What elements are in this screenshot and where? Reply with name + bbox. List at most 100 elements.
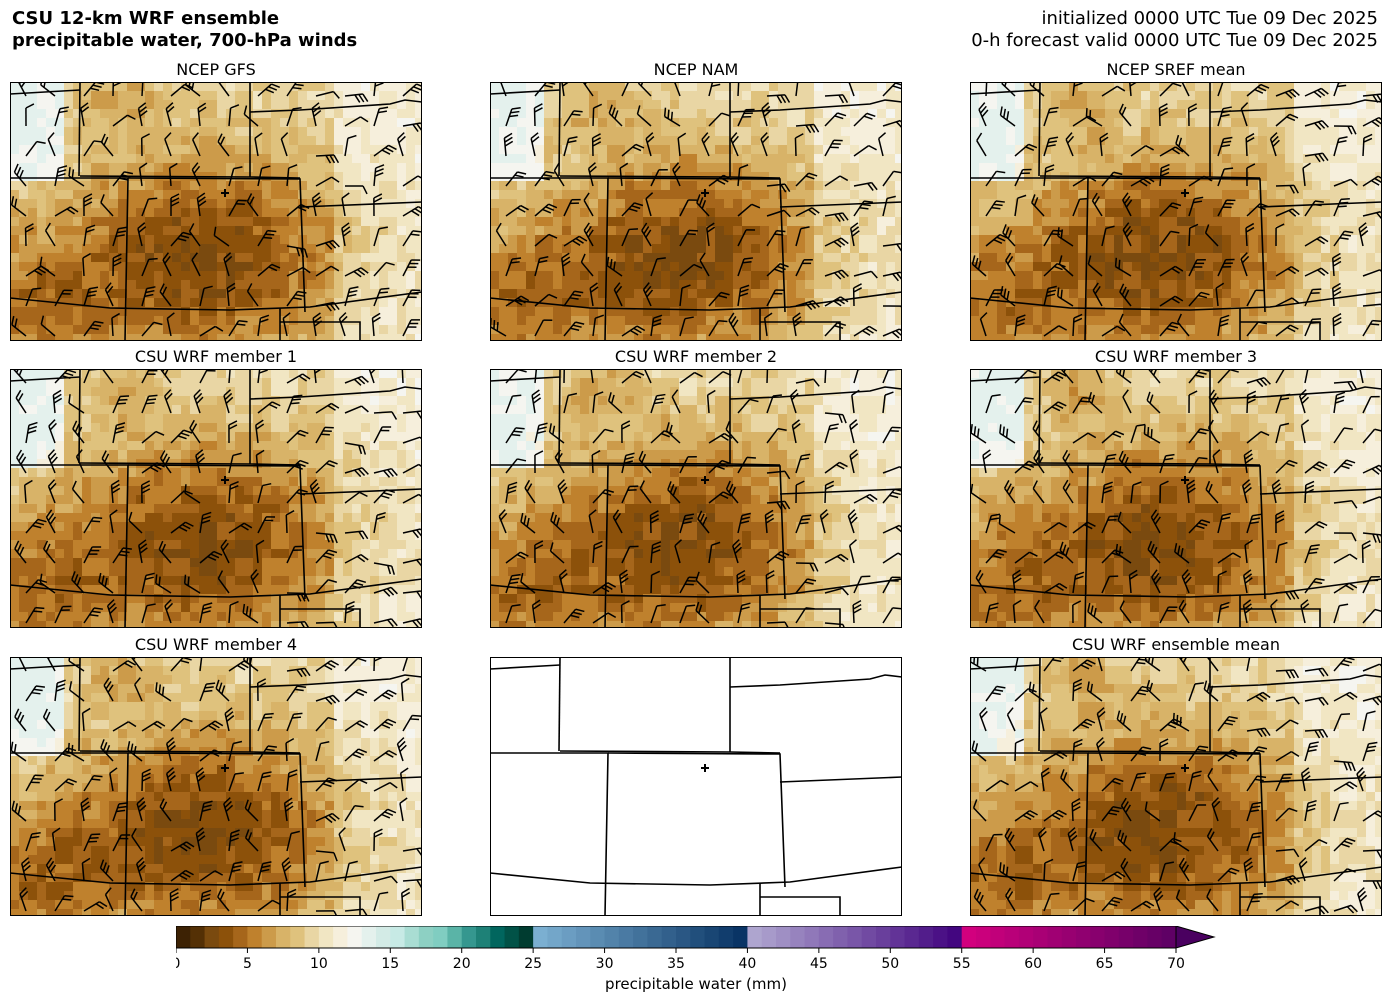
wind-barb [165,767,176,792]
wind-barb [48,419,57,444]
wind-barb [109,509,118,534]
wind-barb [737,284,750,307]
wind-barb [191,132,201,157]
wind-barb [1246,727,1271,738]
wind-barb [621,202,644,217]
wind-barb [344,467,369,478]
wind-barb [80,102,90,127]
wind-barb [979,312,988,337]
wind-barb [824,622,847,628]
wind-barb [373,411,398,420]
wind-barb [1269,132,1280,157]
wind-barb [402,259,421,277]
wind-barb [824,322,847,337]
panel-title: CSU WRF member 1 [134,347,298,366]
wind-barb [1246,390,1257,414]
wind-barb [763,312,773,337]
wind-barb [373,618,398,628]
map-gfs [10,82,422,341]
wind-barb [373,261,395,277]
wind-barb [1333,532,1357,542]
wind-barb [1144,801,1161,822]
wind-barb [1072,571,1085,594]
wind-barb [498,82,508,97]
panel-title: CSU WRF member 2 [614,347,778,366]
wind-barb [127,741,143,762]
wind-barb [141,257,158,277]
wind-barb [853,112,876,127]
wind-barb [847,509,858,534]
wind-barb [170,841,195,852]
wind-barb [1014,781,1039,792]
panel-wrf-member-4: CSU WRF member 4 [10,635,422,916]
wind-barb [505,257,522,277]
wind-barb [1304,152,1329,163]
wind-barb [1014,194,1027,217]
wind-barb [315,154,340,164]
wind-barb [257,678,267,702]
wind-barb [1188,428,1210,444]
wind-barb [1088,391,1103,414]
wind-barb [130,657,143,672]
wind-barb [695,571,710,594]
wind-barb [1072,738,1083,762]
wind-barb [228,369,232,384]
colorbar-tick-label: 15 [381,956,399,972]
wind-barb [286,769,298,792]
wind-barb [315,532,338,544]
wind-barb [1304,577,1325,594]
wind-barb [1101,871,1126,882]
wind-barb [1159,82,1182,97]
wind-barb [164,132,172,157]
wind-barb [373,689,397,702]
wind-barb [54,369,77,384]
colorbar-tick-label: 55 [953,956,971,972]
wind-barb [650,541,662,564]
wind-barb [706,222,716,247]
wind-barb [849,222,860,247]
wind-barb [1217,512,1232,534]
wind-barb [642,282,654,307]
wind-barb [315,910,339,916]
wind-barb [795,378,820,387]
wind-barb [679,513,695,534]
wind-barb [141,197,158,217]
wind-barb [257,165,271,187]
wind-barb [315,660,339,672]
wind-barb [286,459,309,474]
wind-barb [1304,799,1317,822]
wind-barb [255,539,265,564]
colorbar: 0 5 10 15 20 25 30 35 40 45 50 55 60 65 70 [176,926,1216,972]
wind-barb [159,283,172,307]
wind-barb [315,777,338,792]
wind-barb [1043,401,1067,414]
wind-barb [1356,767,1367,792]
wind-barb [213,226,230,247]
wind-barb [1146,679,1161,702]
wind-barb [257,712,274,732]
wind-barb [1246,163,1256,187]
wind-barb [315,176,340,187]
wind-barb [155,682,172,702]
wind-barb [1243,857,1254,882]
wind-barb [1304,696,1329,706]
wind-barb [1087,255,1103,277]
wind-barb [14,708,27,732]
wind-barb [1032,420,1045,444]
panel-title: CSU WRF member 3 [1094,347,1258,366]
wind-barb [1037,827,1047,852]
wind-barb [344,116,369,127]
wind-barb [1188,369,1210,384]
wind-barb [563,392,578,414]
wind-barb [592,428,614,444]
wind-barb [138,539,148,564]
wind-barb [138,162,148,187]
wind-barb [1159,606,1178,624]
wind-barb [766,94,791,104]
wind-barb [344,579,367,594]
wind-barb [72,420,85,444]
colorbar-tick-label: 65 [1096,956,1114,972]
wind-barb [344,405,369,414]
wind-barb [71,480,85,504]
wind-barb [110,479,121,504]
